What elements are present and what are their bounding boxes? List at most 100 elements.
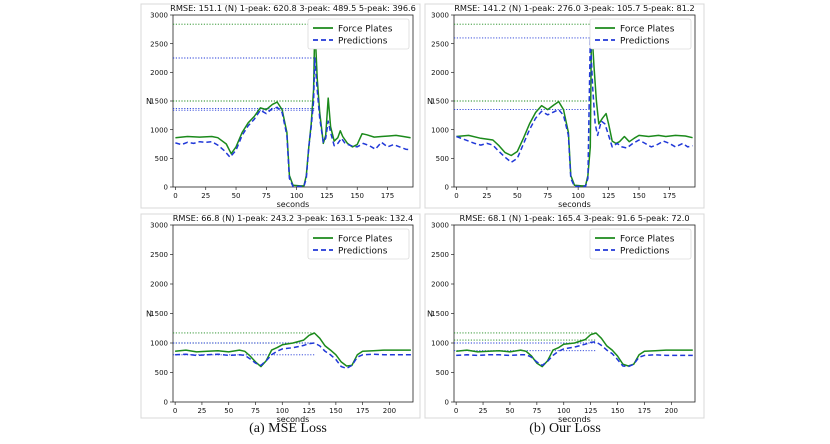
x-tick-label: 125 bbox=[302, 407, 315, 415]
y-tick-label: 500 bbox=[155, 155, 168, 163]
x-axis-label: seconds bbox=[277, 200, 310, 209]
chart-title: RMSE: 68.1 (N) 1-peak: 165.4 3-peak: 91.… bbox=[459, 213, 689, 223]
legend: Force Plates Predictions bbox=[589, 18, 692, 50]
legend-label: Force Plates bbox=[338, 235, 393, 245]
y-tick-label: 1500 bbox=[431, 98, 449, 106]
x-tick-label: 100 bbox=[557, 407, 570, 415]
caption-our-loss: (b) Our Loss bbox=[529, 421, 601, 436]
chart-title: RMSE: 141.2 (N) 1-peak: 276.0 3-peak: 10… bbox=[454, 3, 695, 13]
y-tick-label: 500 bbox=[436, 369, 449, 377]
x-tick-label: 100 bbox=[290, 192, 303, 200]
y-tick-label: 0 bbox=[164, 184, 168, 192]
x-tick-label: 50 bbox=[224, 407, 233, 415]
x-tick-label: 175 bbox=[381, 192, 394, 200]
x-tick-label: 150 bbox=[632, 192, 645, 200]
series-line-force-plates bbox=[456, 23, 693, 187]
y-tick-label: 2000 bbox=[431, 281, 449, 289]
x-tick-label: 0 bbox=[173, 192, 177, 200]
x-tick-label: 0 bbox=[173, 407, 177, 415]
chart-title: RMSE: 66.8 (N) 1-peak: 243.2 3-peak: 163… bbox=[173, 213, 414, 223]
y-tick-label: 0 bbox=[445, 184, 449, 192]
chart-panel-3: RMSE: 66.8 (N) 1-peak: 243.2 3-peak: 163… bbox=[140, 213, 421, 424]
chart-panel-2: RMSE: 141.2 (N) 1-peak: 276.0 3-peak: 10… bbox=[424, 3, 705, 209]
y-tick-label: 1000 bbox=[431, 126, 449, 134]
legend-label: Force Plates bbox=[620, 235, 675, 245]
x-tick-label: 25 bbox=[482, 192, 491, 200]
y-tick-label: 1000 bbox=[431, 340, 449, 348]
chart-title: RMSE: 151.1 (N) 1-peak: 620.8 3-peak: 48… bbox=[170, 3, 416, 13]
legend: Force Plates Predictions bbox=[307, 18, 410, 50]
legend-label: Predictions bbox=[338, 247, 388, 257]
legend-label: Predictions bbox=[620, 37, 670, 47]
legend-box bbox=[589, 18, 692, 50]
y-axis-label: N bbox=[146, 310, 152, 319]
y-tick-label: 3000 bbox=[150, 222, 168, 230]
y-tick-label: 1500 bbox=[150, 98, 168, 106]
legend-box bbox=[307, 18, 410, 50]
y-tick-label: 2500 bbox=[431, 251, 449, 259]
y-axis-label: N bbox=[146, 97, 152, 106]
y-tick-label: 2000 bbox=[150, 281, 168, 289]
x-tick-label: 50 bbox=[505, 407, 514, 415]
x-tick-label: 125 bbox=[602, 192, 615, 200]
y-tick-label: 2500 bbox=[150, 40, 168, 48]
x-axis-label: seconds bbox=[558, 415, 591, 424]
x-tick-label: 200 bbox=[665, 407, 678, 415]
x-tick-label: 150 bbox=[611, 407, 624, 415]
x-tick-label: 25 bbox=[479, 407, 488, 415]
chart-panel-1: RMSE: 151.1 (N) 1-peak: 620.8 3-peak: 48… bbox=[140, 3, 421, 209]
x-tick-label: 0 bbox=[454, 407, 458, 415]
x-tick-label: 200 bbox=[383, 407, 396, 415]
x-tick-label: 75 bbox=[262, 192, 271, 200]
y-tick-label: 2500 bbox=[150, 251, 168, 259]
x-tick-label: 75 bbox=[543, 192, 552, 200]
x-tick-label: 150 bbox=[351, 192, 364, 200]
legend-label: Predictions bbox=[620, 247, 670, 257]
caption-mse-loss: (a) MSE Loss bbox=[249, 421, 327, 436]
chart-panel-4: RMSE: 68.1 (N) 1-peak: 165.4 3-peak: 91.… bbox=[424, 213, 705, 424]
x-tick-label: 175 bbox=[663, 192, 676, 200]
x-tick-label: 100 bbox=[571, 192, 584, 200]
y-tick-label: 3000 bbox=[150, 12, 168, 20]
x-axis-label: seconds bbox=[277, 415, 310, 424]
legend-box bbox=[307, 228, 410, 260]
y-tick-label: 1500 bbox=[431, 310, 449, 318]
x-tick-label: 0 bbox=[454, 192, 458, 200]
y-tick-label: 2000 bbox=[431, 69, 449, 77]
y-tick-label: 500 bbox=[436, 155, 449, 163]
x-tick-label: 175 bbox=[638, 407, 651, 415]
series-line-predictions bbox=[456, 37, 693, 188]
x-tick-label: 50 bbox=[513, 192, 522, 200]
x-tick-label: 175 bbox=[356, 407, 369, 415]
y-tick-label: 2500 bbox=[431, 40, 449, 48]
x-tick-label: 75 bbox=[532, 407, 541, 415]
y-axis-label: N bbox=[427, 97, 433, 106]
y-tick-label: 1500 bbox=[150, 310, 168, 318]
legend: Force Plates Predictions bbox=[589, 228, 692, 260]
series-line-force-plates bbox=[175, 332, 411, 368]
x-tick-label: 25 bbox=[197, 407, 206, 415]
y-axis-label: N bbox=[427, 310, 433, 319]
x-tick-label: 50 bbox=[232, 192, 241, 200]
y-tick-label: 0 bbox=[445, 399, 449, 407]
series-line-force-plates bbox=[456, 332, 693, 368]
x-axis-label: seconds bbox=[558, 200, 591, 209]
x-tick-label: 125 bbox=[584, 407, 597, 415]
legend-label: Force Plates bbox=[338, 25, 393, 35]
x-tick-label: 150 bbox=[329, 407, 342, 415]
legend-label: Predictions bbox=[338, 37, 388, 47]
y-tick-label: 1000 bbox=[150, 126, 168, 134]
y-tick-label: 3000 bbox=[431, 12, 449, 20]
y-tick-label: 500 bbox=[155, 369, 168, 377]
x-tick-label: 125 bbox=[320, 192, 333, 200]
series-line-predictions bbox=[175, 342, 411, 370]
y-tick-label: 2000 bbox=[150, 69, 168, 77]
x-tick-label: 25 bbox=[201, 192, 210, 200]
x-tick-label: 75 bbox=[251, 407, 260, 415]
series-line-predictions bbox=[456, 341, 693, 368]
series-line-force-plates bbox=[175, 23, 411, 187]
y-tick-label: 3000 bbox=[431, 222, 449, 230]
legend: Force Plates Predictions bbox=[307, 228, 410, 260]
